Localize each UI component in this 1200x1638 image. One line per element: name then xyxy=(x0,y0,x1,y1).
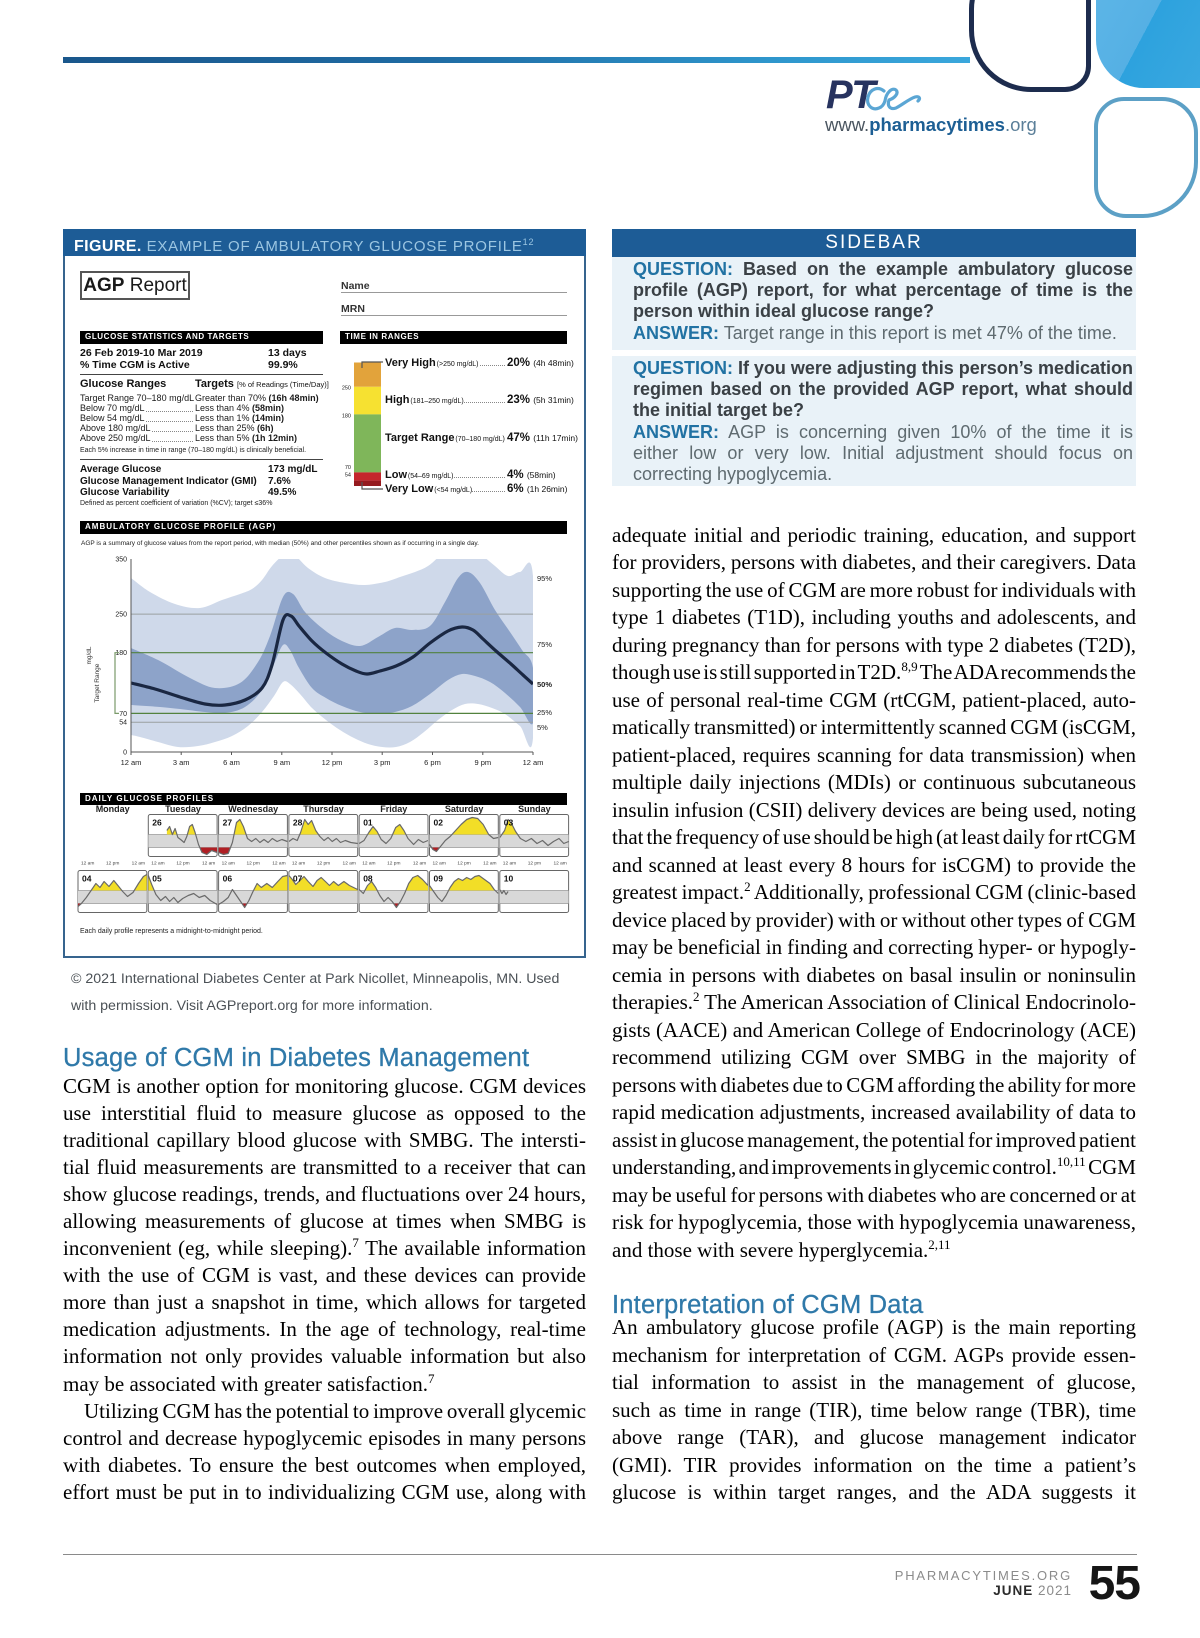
svg-text:Friday: Friday xyxy=(380,804,407,814)
svg-text:12 am: 12 am xyxy=(362,861,375,867)
svg-text:06: 06 xyxy=(223,874,233,884)
svg-text:12 pm: 12 pm xyxy=(176,861,189,867)
svg-text:9 am: 9 am xyxy=(273,758,290,767)
svg-text:Thursday: Thursday xyxy=(303,804,344,814)
svg-text:12 am: 12 am xyxy=(413,861,426,867)
svg-text:250: 250 xyxy=(342,386,351,392)
svg-text:12 pm: 12 pm xyxy=(322,758,343,767)
svg-text:12 am: 12 am xyxy=(121,758,142,767)
svg-text:12 am: 12 am xyxy=(292,861,305,867)
svg-text:250: 250 xyxy=(115,612,127,619)
svg-text:08: 08 xyxy=(363,874,373,884)
svg-text:12 am: 12 am xyxy=(202,861,215,867)
svg-text:04: 04 xyxy=(82,874,92,884)
svg-text:Saturday: Saturday xyxy=(445,804,484,814)
svg-text:12 am: 12 am xyxy=(343,861,356,867)
svg-text:12 am: 12 am xyxy=(553,861,566,867)
svg-text:25%: 25% xyxy=(537,708,552,717)
svg-text:350: 350 xyxy=(115,557,127,564)
svg-text:Target Range: Target Range xyxy=(94,663,101,702)
svg-text:12 am: 12 am xyxy=(222,861,235,867)
svg-text:12 pm: 12 pm xyxy=(387,861,400,867)
svg-text:6 am: 6 am xyxy=(223,758,240,767)
svg-text:12 am: 12 am xyxy=(433,861,446,867)
svg-text:01: 01 xyxy=(363,818,373,828)
svg-text:07: 07 xyxy=(293,874,303,884)
svg-text:5%: 5% xyxy=(537,723,548,732)
svg-text:3 am: 3 am xyxy=(173,758,190,767)
svg-text:12 pm: 12 pm xyxy=(247,861,260,867)
svg-text:12 am: 12 am xyxy=(272,861,285,867)
svg-text:12 am: 12 am xyxy=(151,861,164,867)
svg-text:02: 02 xyxy=(434,818,444,828)
svg-text:Sunday: Sunday xyxy=(518,804,551,814)
svg-text:03: 03 xyxy=(504,818,514,828)
svg-text:12 am: 12 am xyxy=(81,861,94,867)
svg-text:05: 05 xyxy=(152,874,162,884)
svg-text:28: 28 xyxy=(293,818,303,828)
svg-text:70: 70 xyxy=(345,465,351,471)
svg-text:Monday: Monday xyxy=(96,804,130,814)
svg-text:54: 54 xyxy=(119,720,127,727)
svg-text:50%: 50% xyxy=(537,680,552,689)
svg-text:12 pm: 12 pm xyxy=(528,861,541,867)
svg-text:26: 26 xyxy=(152,818,162,828)
svg-text:70: 70 xyxy=(119,711,127,718)
svg-text:Tuesday: Tuesday xyxy=(165,804,201,814)
svg-text:54: 54 xyxy=(345,473,351,479)
svg-text:75%: 75% xyxy=(537,640,552,649)
svg-text:12 am: 12 am xyxy=(483,861,496,867)
svg-text:Wednesday: Wednesday xyxy=(228,804,278,814)
svg-text:180: 180 xyxy=(342,414,351,420)
svg-text:PT: PT xyxy=(826,73,879,117)
svg-text:12 pm: 12 pm xyxy=(317,861,330,867)
svg-text:mg/dL: mg/dL xyxy=(86,646,93,664)
svg-text:9 pm: 9 pm xyxy=(474,758,491,767)
svg-text:3 pm: 3 pm xyxy=(374,758,391,767)
svg-text:95%: 95% xyxy=(537,574,552,583)
svg-text:27: 27 xyxy=(223,818,233,828)
svg-text:12 am: 12 am xyxy=(503,861,516,867)
svg-text:0: 0 xyxy=(123,750,127,757)
svg-text:12 am: 12 am xyxy=(132,861,145,867)
svg-text:09: 09 xyxy=(434,874,444,884)
svg-text:12 am: 12 am xyxy=(523,758,544,767)
svg-text:10: 10 xyxy=(504,874,514,884)
svg-text:180: 180 xyxy=(115,650,127,657)
svg-text:6 pm: 6 pm xyxy=(424,758,441,767)
svg-text:12 pm: 12 pm xyxy=(106,861,119,867)
svg-text:12 pm: 12 pm xyxy=(457,861,470,867)
